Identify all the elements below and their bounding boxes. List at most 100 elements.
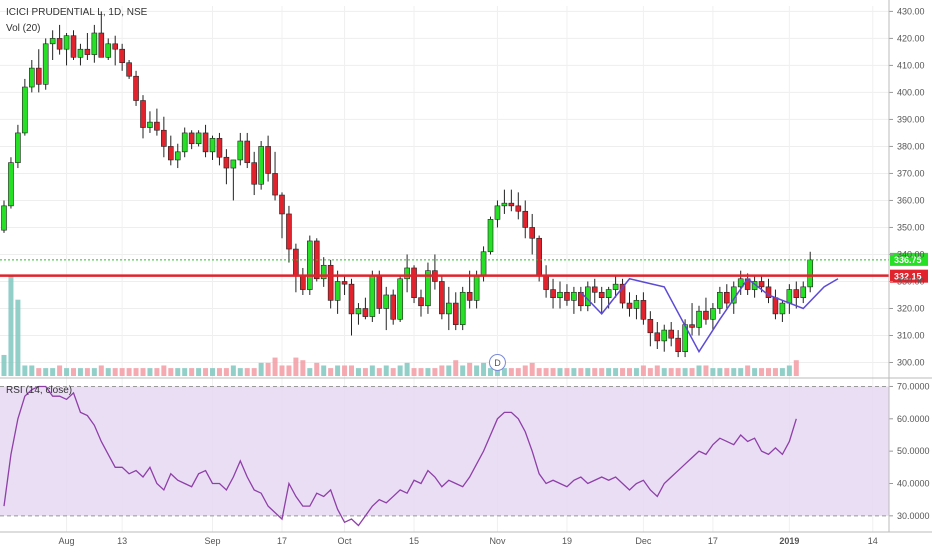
- candle-body: [91, 32, 98, 55]
- volume-bars: [1, 276, 799, 376]
- candle-up: [258, 141, 264, 190]
- candle-body: [466, 291, 473, 301]
- volume-bar: [265, 362, 271, 376]
- candle-down: [341, 276, 348, 295]
- candle-up: [459, 286, 466, 331]
- volume-bar: [230, 365, 236, 376]
- volume-bar: [133, 368, 139, 376]
- candle-body: [112, 43, 118, 50]
- overlays: 336.75 332.15 D: [0, 252, 928, 371]
- candle-body: [188, 132, 195, 145]
- candle-down: [668, 321, 675, 347]
- volume-bar: [682, 368, 688, 376]
- candle-body: [15, 132, 21, 163]
- price-tick-label: 310.00: [897, 330, 925, 340]
- candle-up: [355, 303, 362, 325]
- candle-down: [216, 132, 223, 166]
- candle-down: [133, 70, 139, 106]
- candle-body: [710, 308, 716, 320]
- volume-bar: [397, 365, 403, 376]
- candle-body: [529, 227, 536, 239]
- candle-body: [557, 291, 563, 298]
- candle-body: [445, 302, 452, 315]
- candle-body: [154, 121, 160, 131]
- time-tick-label: 19: [562, 536, 572, 546]
- candle-up: [779, 300, 786, 322]
- volume-bar: [411, 368, 417, 376]
- volume-bar: [355, 368, 361, 376]
- candle-down: [286, 205, 292, 263]
- candle-body: [334, 281, 341, 301]
- candle-up: [22, 78, 28, 136]
- chart-pattern-line: [580, 277, 839, 354]
- volume-bar: [98, 365, 104, 376]
- rsi-line: [3, 385, 797, 527]
- volume-bar: [244, 368, 250, 376]
- candle-down: [550, 278, 556, 309]
- volume-bar: [223, 368, 229, 376]
- candle-body: [598, 291, 605, 298]
- candle-body: [494, 205, 501, 220]
- volume-bar: [147, 368, 153, 376]
- candle-down: [793, 281, 800, 309]
- support-price-tag: [890, 269, 928, 283]
- volume-bar: [404, 362, 410, 376]
- candle-body: [717, 291, 723, 309]
- candle-body: [807, 259, 814, 288]
- volume-bar: [84, 368, 90, 376]
- last-price-label: 336.75: [894, 255, 922, 265]
- candle-down: [362, 297, 369, 320]
- volume-bar: [272, 357, 278, 376]
- candle-down: [564, 284, 570, 306]
- candle-down: [244, 132, 251, 169]
- volume-bar: [15, 299, 21, 376]
- candle-up: [181, 127, 188, 158]
- candle-body: [56, 38, 63, 50]
- candle-body: [251, 162, 257, 185]
- candle-up: [501, 189, 508, 214]
- volume-bar: [647, 368, 653, 376]
- candle-body: [306, 240, 313, 290]
- event-marker-label: D: [494, 358, 501, 368]
- volume-bar: [668, 368, 674, 376]
- price-tick-label: 370.00: [897, 168, 925, 178]
- candle-up: [800, 281, 807, 304]
- volume-bar: [675, 368, 681, 376]
- candle-body: [70, 35, 77, 58]
- volume-bar: [724, 368, 730, 376]
- volume-bar: [689, 368, 695, 376]
- rsi-band: [0, 386, 889, 516]
- candle-down: [223, 149, 230, 185]
- volume-bar: [494, 368, 500, 376]
- candle-up: [320, 257, 327, 287]
- candle-body: [737, 278, 744, 288]
- candle-down: [522, 200, 529, 239]
- candle-body: [550, 289, 556, 298]
- volume-bar: [36, 368, 42, 376]
- candle-body: [543, 275, 549, 290]
- candle-body: [418, 297, 424, 307]
- candle-down: [168, 135, 174, 166]
- candle-body: [49, 38, 56, 45]
- candle-up: [8, 157, 14, 209]
- candle-body: [654, 332, 661, 342]
- volume-bar: [251, 368, 257, 376]
- volume-bar: [529, 362, 535, 376]
- candle-up: [633, 294, 640, 320]
- candle-body: [480, 251, 487, 277]
- volume-bar: [91, 368, 97, 376]
- volume-bar: [752, 368, 758, 376]
- candle-up: [612, 276, 619, 298]
- volume-bar: [71, 368, 76, 376]
- volume-bar: [703, 365, 709, 376]
- rsi-pane: 30.0000 40.0000 50.0000 60.0000 70.0000: [0, 381, 930, 527]
- candle-body: [508, 202, 515, 207]
- candle-up: [807, 251, 814, 293]
- volume-bar: [536, 368, 542, 376]
- candle-body: [800, 286, 807, 298]
- rsi-tick-label: 50.0000: [897, 446, 930, 456]
- candle-body: [216, 138, 223, 158]
- volume-bar: [515, 368, 521, 376]
- support-price-label: 332.15: [894, 272, 922, 282]
